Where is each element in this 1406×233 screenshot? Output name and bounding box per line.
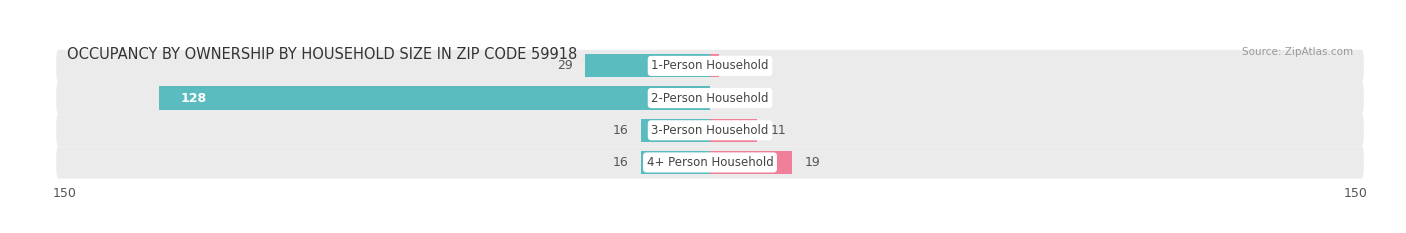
Text: 2-Person Household: 2-Person Household [651, 92, 769, 105]
Text: 0: 0 [723, 92, 731, 105]
FancyBboxPatch shape [56, 146, 1364, 178]
Text: 16: 16 [613, 156, 628, 169]
Bar [710, 151, 792, 174]
Text: 16: 16 [613, 124, 628, 137]
Text: 2: 2 [731, 59, 740, 72]
Bar [159, 86, 710, 110]
Text: 19: 19 [804, 156, 821, 169]
Text: 4+ Person Household: 4+ Person Household [647, 156, 773, 169]
Text: 128: 128 [181, 92, 207, 105]
Text: Source: ZipAtlas.com: Source: ZipAtlas.com [1243, 47, 1354, 57]
Text: 29: 29 [557, 59, 572, 72]
Bar [710, 54, 718, 78]
Bar [641, 151, 710, 174]
Text: 11: 11 [770, 124, 786, 137]
Text: 1-Person Household: 1-Person Household [651, 59, 769, 72]
FancyBboxPatch shape [56, 82, 1364, 114]
Bar [585, 54, 710, 78]
Text: 3-Person Household: 3-Person Household [651, 124, 769, 137]
FancyBboxPatch shape [56, 114, 1364, 146]
FancyBboxPatch shape [56, 50, 1364, 82]
Bar [710, 119, 758, 142]
Bar [641, 119, 710, 142]
Text: OCCUPANCY BY OWNERSHIP BY HOUSEHOLD SIZE IN ZIP CODE 59918: OCCUPANCY BY OWNERSHIP BY HOUSEHOLD SIZE… [66, 47, 576, 62]
